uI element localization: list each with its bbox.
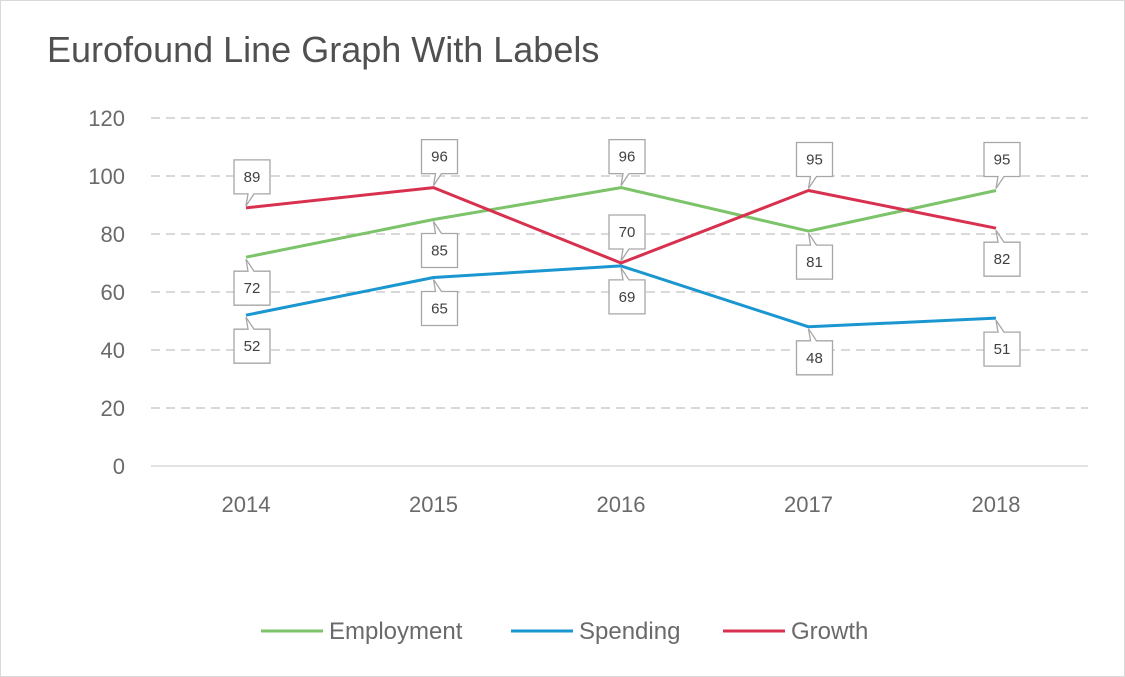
legend-item-employment: Employment <box>261 618 463 645</box>
data-label-value: 72 <box>244 280 261 297</box>
x-tick-label: 2018 <box>972 492 1021 517</box>
y-tick-label: 80 <box>101 222 125 247</box>
data-label: 48 <box>797 329 833 375</box>
data-label: 81 <box>797 233 833 279</box>
data-label-value: 65 <box>431 301 448 318</box>
y-tick-label: 120 <box>88 106 125 131</box>
y-tick-label: 20 <box>101 396 125 421</box>
data-label-value: 96 <box>431 149 448 166</box>
line-chart: 0 20 40 60 80 100 120 2014 2015 2016 2017 2018 72 85 9… <box>1 1 1124 676</box>
data-label-value: 82 <box>994 251 1011 268</box>
data-label-value: 89 <box>244 169 261 186</box>
data-label: 69 <box>609 268 645 314</box>
data-label-value: 85 <box>431 243 448 260</box>
data-label-value: 70 <box>619 224 636 241</box>
data-label-value: 96 <box>619 149 636 166</box>
data-label: 96 <box>609 140 645 186</box>
legend-label: Employment <box>329 618 463 645</box>
chart-frame: Eurofound Line Graph With Labels 0 20 40 60… <box>0 0 1125 677</box>
y-tick-label: 100 <box>88 164 125 189</box>
legend-label: Spending <box>579 618 680 645</box>
data-label: 72 <box>234 259 270 305</box>
data-label: 51 <box>984 320 1020 366</box>
legend-label: Growth <box>791 618 868 645</box>
legend-item-spending: Spending <box>511 618 680 645</box>
data-label: 85 <box>422 222 458 268</box>
y-tick-label: 0 <box>113 454 125 479</box>
y-tick-label: 40 <box>101 338 125 363</box>
data-label-value: 52 <box>244 338 261 355</box>
data-label-value: 51 <box>994 341 1011 358</box>
x-tick-label: 2015 <box>409 492 458 517</box>
data-label: 82 <box>984 230 1020 276</box>
data-label: 96 <box>422 140 458 186</box>
legend-item-growth: Growth <box>723 618 868 645</box>
x-tick-label: 2014 <box>222 492 271 517</box>
data-label: 70 <box>609 215 645 261</box>
data-label-value: 69 <box>619 289 636 306</box>
data-label: 95 <box>984 143 1020 189</box>
data-label: 89 <box>234 160 270 206</box>
data-label: 65 <box>422 280 458 326</box>
data-label-value: 48 <box>806 350 823 367</box>
data-label-value: 95 <box>806 152 823 169</box>
x-tick-label: 2017 <box>784 492 833 517</box>
data-label-value: 95 <box>994 152 1011 169</box>
data-label: 52 <box>234 317 270 363</box>
y-tick-label: 60 <box>101 280 125 305</box>
data-label-value: 81 <box>806 254 823 271</box>
data-label: 95 <box>797 143 833 189</box>
x-tick-label: 2016 <box>597 492 646 517</box>
